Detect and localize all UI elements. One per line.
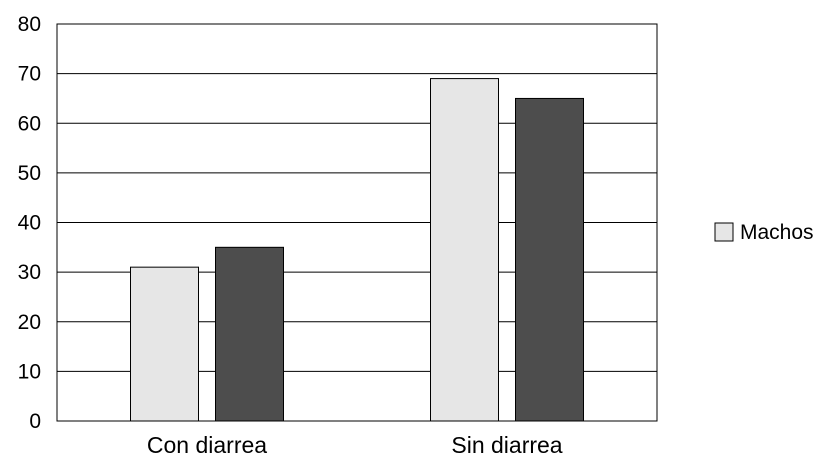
bar: [130, 266, 199, 422]
legend: Machos: [714, 221, 814, 244]
y-tick-label: 20: [18, 311, 41, 334]
y-tick-label: 60: [18, 112, 41, 135]
y-tick-label: 40: [18, 212, 41, 235]
y-axis-ticks: 0 10 20 30 40 50 60 70 80: [18, 13, 41, 433]
bar: [515, 97, 584, 422]
y-tick-label: 10: [18, 360, 41, 383]
legend-label: Machos: [740, 221, 814, 244]
plot-frame: [56, 23, 658, 422]
y-tick-label: 0: [29, 410, 41, 433]
x-category-label: Con diarrea: [147, 432, 267, 458]
x-category-label: Sin diarrea: [451, 432, 562, 458]
y-tick-label: 80: [18, 13, 41, 36]
bar: [215, 246, 284, 422]
y-tick-label: 70: [18, 63, 41, 86]
bar: [430, 78, 499, 422]
x-axis-labels: Con diarrea Sin diarrea: [147, 432, 563, 458]
y-tick-label: 30: [18, 261, 41, 284]
bars: [130, 78, 584, 422]
y-tick-label: 50: [18, 162, 41, 185]
legend-swatch: [714, 222, 734, 242]
